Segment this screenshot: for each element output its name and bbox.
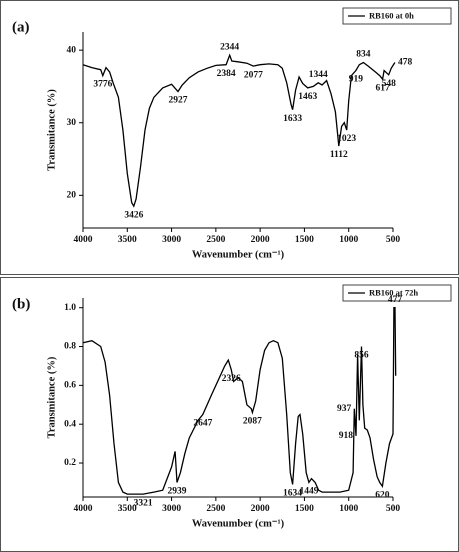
peak-label: 3426	[124, 210, 143, 220]
x-tick-label: 2000	[251, 504, 270, 514]
panel-label: (a)	[12, 19, 30, 35]
peak-label: 918	[339, 431, 354, 441]
y-tick-label: 0.8	[64, 342, 76, 352]
peak-label: 2087	[243, 417, 262, 427]
peak-label: 1449	[299, 487, 318, 497]
peak-label: 478	[398, 58, 413, 68]
x-tick-label: 1500	[295, 504, 314, 514]
peak-label: 1633	[283, 114, 302, 124]
x-tick-label: 500	[386, 235, 401, 245]
peak-label: 620	[375, 491, 390, 501]
x-tick-label: 4000	[74, 235, 93, 245]
x-tick-label: 2500	[206, 504, 225, 514]
peak-label: 856	[354, 351, 369, 361]
peak-label: 834	[356, 50, 371, 60]
y-tick-label: 0.4	[64, 419, 76, 429]
x-tick-label: 2500	[206, 235, 225, 245]
y-tick-label: 20	[67, 191, 77, 201]
y-tick-label: 0.6	[64, 381, 76, 391]
x-tick-label: 4000	[74, 504, 93, 514]
x-tick-label: 2000	[251, 235, 270, 245]
peak-label: 1112	[330, 150, 348, 160]
y-tick-label: 30	[67, 118, 77, 128]
y-tick-label: 1.0	[64, 303, 76, 313]
x-tick-label: 3000	[162, 504, 181, 514]
peak-label: 2077	[244, 70, 263, 80]
y-axis-label: Transmitance (%)	[46, 89, 57, 171]
spectrum-line	[82, 53, 396, 208]
peak-label: 3321	[134, 498, 153, 508]
y-axis-label: Transmitance (%)	[46, 356, 57, 438]
x-axis-label: Wavenumber (cm⁻¹)	[192, 249, 285, 260]
peak-label: 477	[388, 295, 403, 305]
x-tick-label: 1000	[339, 504, 358, 514]
peak-label: 2939	[167, 487, 186, 497]
peak-label: 3776	[93, 80, 112, 90]
x-tick-label: 1000	[339, 235, 358, 245]
x-tick-label: 500	[386, 504, 401, 514]
x-tick-label: 3000	[162, 235, 181, 245]
legend-box	[342, 284, 452, 302]
peak-label: 2326	[222, 374, 241, 384]
peak-label: 1634	[283, 489, 302, 499]
y-tick-label: 40	[67, 45, 77, 55]
spectrum-line	[82, 307, 397, 495]
peak-label: 1463	[298, 92, 317, 102]
peak-label: 937	[337, 404, 352, 414]
peak-label: 919	[349, 75, 364, 85]
peak-label: 2927	[169, 96, 188, 106]
x-tick-label: 3500	[118, 235, 137, 245]
legend-label: RB160 at 0h	[369, 10, 414, 20]
peak-label: 617	[376, 83, 391, 93]
legend-box	[342, 7, 452, 25]
peak-label: 2384	[217, 69, 236, 79]
peak-label: 1344	[309, 70, 328, 80]
x-axis-label: Wavenumber (cm⁻¹)	[192, 518, 285, 529]
peak-label: 1023	[337, 134, 356, 144]
panel-label: (b)	[12, 296, 30, 312]
x-tick-label: 1500	[295, 235, 314, 245]
peak-label: 2647	[193, 419, 212, 429]
x-tick-label: 3500	[118, 504, 137, 514]
peak-label: 2344	[220, 42, 239, 52]
legend-label: RB160 at 72h	[369, 287, 418, 297]
peak-label: 548	[382, 79, 397, 89]
y-tick-label: 0.2	[64, 458, 76, 468]
